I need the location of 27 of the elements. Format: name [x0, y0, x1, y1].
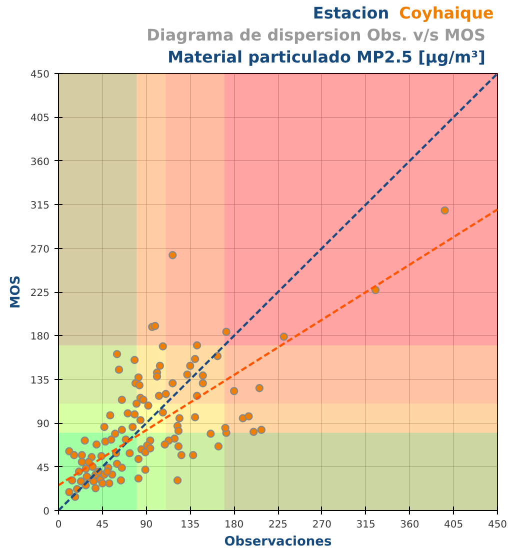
- y-tick-label: 0: [43, 506, 50, 518]
- x-tick-label: 45: [96, 520, 109, 530]
- y-tick-label: 450: [30, 70, 50, 80]
- chart-subtitle: Diagrama de dispersion Obs. v/s MOS: [146, 26, 486, 44]
- y-axis-title: MOS: [8, 275, 24, 309]
- y-tick-label: 270: [30, 244, 50, 256]
- y-tick-label: 315: [30, 200, 50, 212]
- x-tick-label: 225: [268, 520, 288, 530]
- y-tick-label: 180: [30, 332, 50, 343]
- y-tick-label: 360: [30, 156, 50, 168]
- x-tick-label: 90: [140, 520, 153, 530]
- y-tick-label: 135: [30, 375, 50, 386]
- x-tick-label: 450: [488, 520, 508, 530]
- x-tick-label: 405: [444, 520, 464, 530]
- x-tick-label: 0: [55, 520, 62, 530]
- x-axis-title: Observaciones: [224, 534, 332, 550]
- text: Material particulado MP2.5 [μg/m³]: [168, 48, 486, 66]
- y-tick-label: 90: [36, 419, 50, 430]
- x-tick-label: 360: [400, 520, 420, 530]
- y-tick-label: 225: [30, 288, 50, 299]
- y-tick-label: 405: [30, 113, 50, 124]
- x-tick-label: 180: [224, 520, 244, 530]
- x-tick-label: 315: [356, 520, 376, 530]
- chart-title: Estacion Coyhaique: [312, 4, 494, 22]
- x-tick-label: 270: [312, 520, 332, 530]
- y-tick-label: 45: [36, 462, 50, 474]
- x-tick-label: 135: [180, 520, 200, 530]
